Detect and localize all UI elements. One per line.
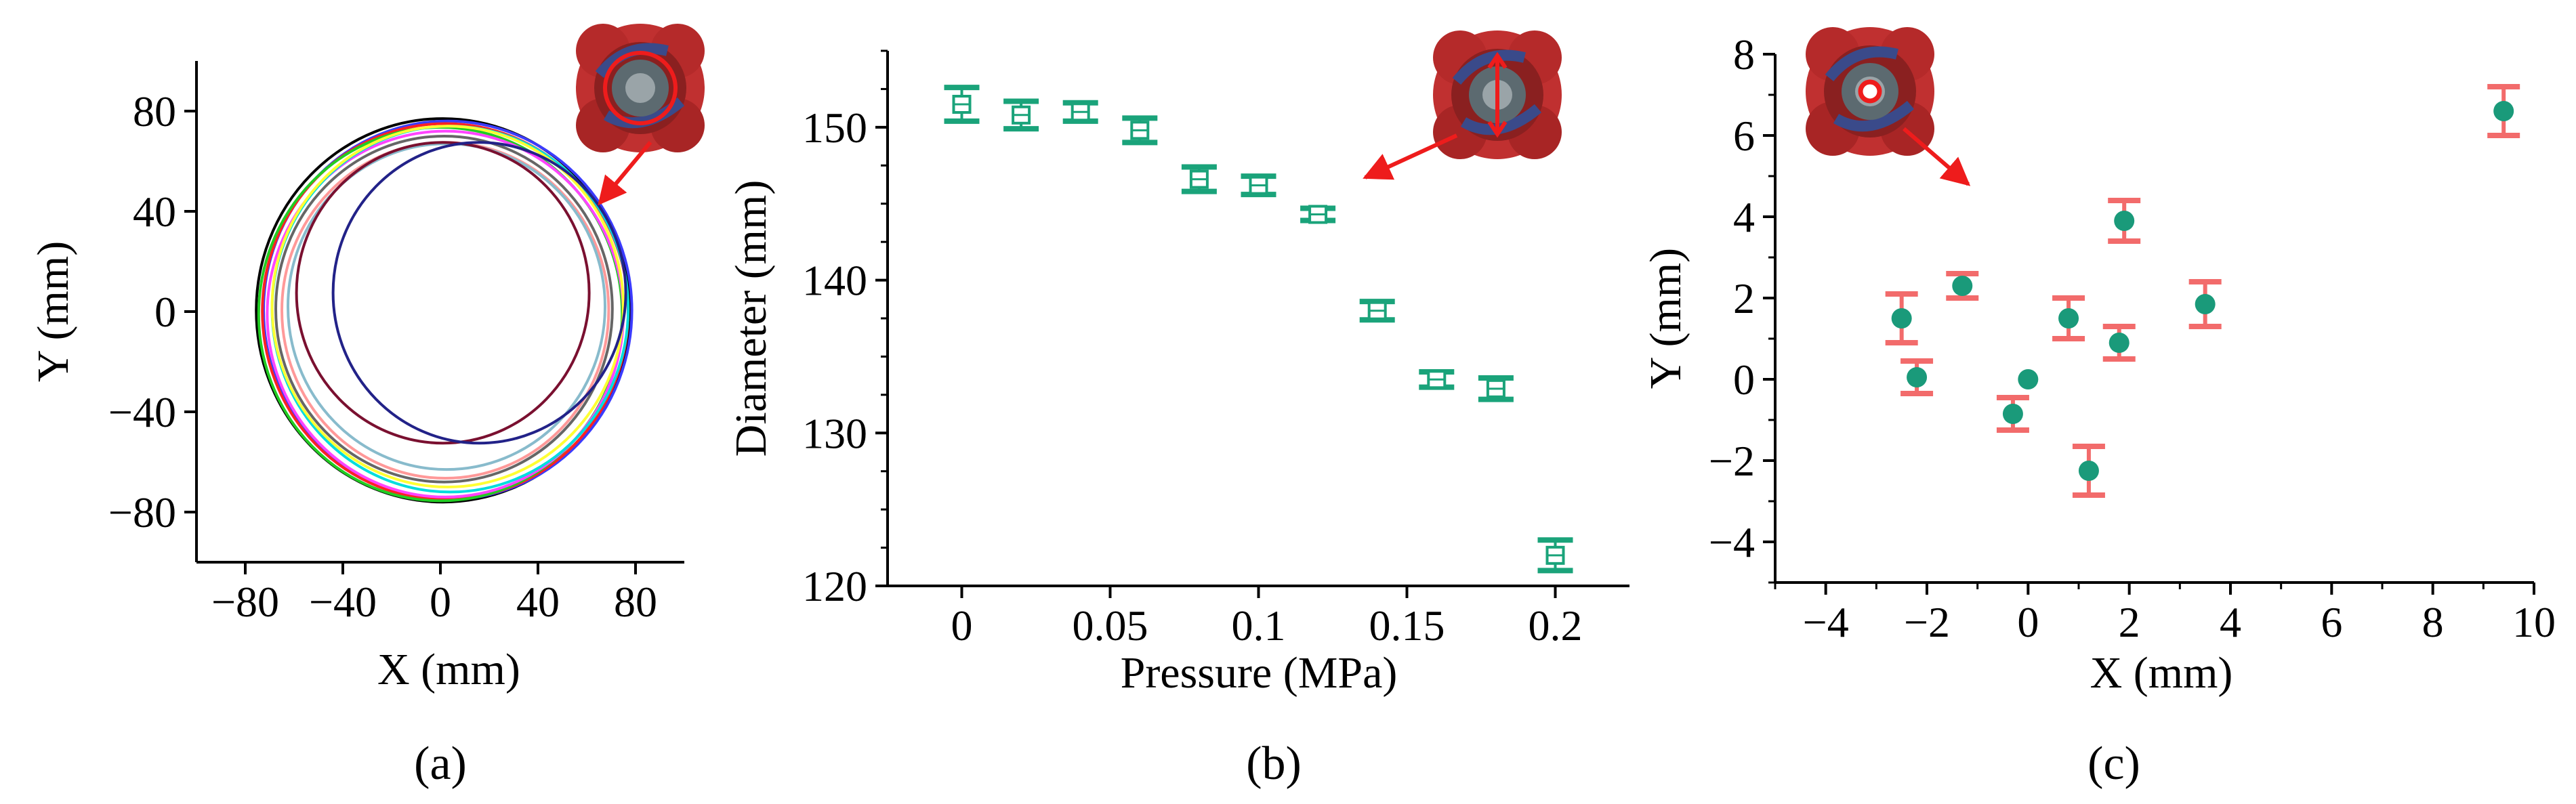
data-points xyxy=(1885,84,2520,498)
trajectory-circle xyxy=(295,141,591,445)
data-point xyxy=(2188,279,2222,329)
data-point xyxy=(1900,358,1934,396)
x-tick-label: 8 xyxy=(2422,598,2444,646)
y-tick-label: 0 xyxy=(154,288,176,336)
arrow-icon xyxy=(1903,127,1971,186)
y-tick-label: 140 xyxy=(802,257,867,305)
data-point xyxy=(1996,395,2029,433)
x-axis-label: X (mm) xyxy=(2090,648,2233,698)
x-tick-label: −4 xyxy=(1803,598,1849,646)
y-tick-label: 6 xyxy=(1733,112,1755,160)
y-tick-label: 0 xyxy=(1733,356,1755,404)
x-tick-label: 0.1 xyxy=(1232,601,1286,650)
y-tick-label: 40 xyxy=(133,188,176,236)
data-point xyxy=(1478,375,1514,402)
data-point xyxy=(1122,115,1158,146)
x-tick-label: 2 xyxy=(2119,598,2140,646)
x-tick-label: 40 xyxy=(516,578,560,626)
y-tick-label: −4 xyxy=(1709,518,1755,566)
data-point xyxy=(1062,100,1098,124)
data-point xyxy=(2487,84,2520,138)
x-tick-label: 4 xyxy=(2220,598,2241,646)
axis-ticks: 0 0.05 0.1 0.15 0.2 120 130 140 150 xyxy=(802,49,1583,650)
arrow-icon xyxy=(1363,133,1458,180)
panel-c: −4 −2 0 2 4 6 8 10 −4 −2 0 2 4 6 8 X (mm) Y (mm) (c) xyxy=(1641,27,2556,790)
y-tick-label: 2 xyxy=(1733,274,1755,322)
x-tick-label: −40 xyxy=(309,578,377,626)
data-point xyxy=(944,85,980,124)
trajectory-circle xyxy=(331,141,627,445)
wheel-photo-icon xyxy=(576,24,705,152)
data-point xyxy=(1300,205,1336,224)
data-point xyxy=(1946,271,1979,301)
x-tick-label: 80 xyxy=(614,578,657,626)
trajectory-circle xyxy=(270,125,625,488)
y-tick-label: 120 xyxy=(802,562,867,610)
data-point xyxy=(1885,291,1918,345)
x-tick-label: 0 xyxy=(2017,598,2039,646)
x-tick-label: 0 xyxy=(951,601,973,650)
panel-b: 0 0.05 0.1 0.15 0.2 120 130 140 150 Pressure (MP… xyxy=(726,30,1629,790)
panel-label-c: (c) xyxy=(2087,738,2140,790)
y-tick-label: −40 xyxy=(108,388,176,436)
y-axis-label: Diameter (mm) xyxy=(726,180,776,457)
arrow-icon xyxy=(598,141,652,206)
y-tick-label: −80 xyxy=(108,488,176,536)
data-points xyxy=(944,85,1573,574)
axis-ticks: −4 −2 0 2 4 6 8 10 −4 −2 0 2 4 6 8 xyxy=(1709,30,2556,646)
trajectory-circle xyxy=(274,134,614,484)
data-point xyxy=(1181,164,1217,194)
trajectory-circles xyxy=(255,117,633,504)
x-tick-label: 0 xyxy=(430,578,451,626)
wheel-photo-icon xyxy=(1433,30,1562,159)
data-point xyxy=(2102,324,2136,362)
data-point xyxy=(1419,369,1455,390)
x-axis-label: X (mm) xyxy=(377,645,520,694)
panel-label-a: (a) xyxy=(414,738,467,790)
x-tick-label: 0.2 xyxy=(1529,601,1583,650)
axis-ticks: −80 −40 0 40 80 −80 −40 0 40 80 xyxy=(108,87,657,626)
panel-a: −80 −40 0 40 80 −80 −40 0 40 80 X (mm) Y (mm) (a) xyxy=(28,24,705,790)
y-axis-label: Y (mm) xyxy=(28,241,78,382)
y-tick-label: 4 xyxy=(1733,193,1755,241)
y-tick-label: 130 xyxy=(802,409,867,457)
data-point xyxy=(2072,444,2105,498)
data-point xyxy=(2018,369,2039,389)
x-tick-label: 0.05 xyxy=(1073,601,1148,650)
x-tick-label: −80 xyxy=(211,578,279,626)
wheel-photo-icon xyxy=(1806,27,1934,156)
data-point xyxy=(2052,295,2085,341)
x-axis-label: Pressure (MPa) xyxy=(1121,648,1398,698)
data-point xyxy=(2108,198,2141,244)
y-tick-label: 8 xyxy=(1733,30,1755,79)
y-tick-label: 150 xyxy=(802,104,867,152)
data-point xyxy=(1241,173,1276,198)
y-tick-label: 80 xyxy=(133,87,176,135)
data-point xyxy=(1537,537,1573,574)
y-axis-label: Y (mm) xyxy=(1641,248,1690,389)
x-tick-label: 10 xyxy=(2512,598,2556,646)
x-tick-label: −2 xyxy=(1904,598,1950,646)
data-point xyxy=(1359,299,1395,323)
x-tick-label: 0.15 xyxy=(1369,601,1445,650)
x-tick-label: 6 xyxy=(2321,598,2342,646)
data-point xyxy=(1003,98,1039,132)
panel-label-b: (b) xyxy=(1246,738,1302,790)
y-tick-label: −2 xyxy=(1709,437,1755,485)
